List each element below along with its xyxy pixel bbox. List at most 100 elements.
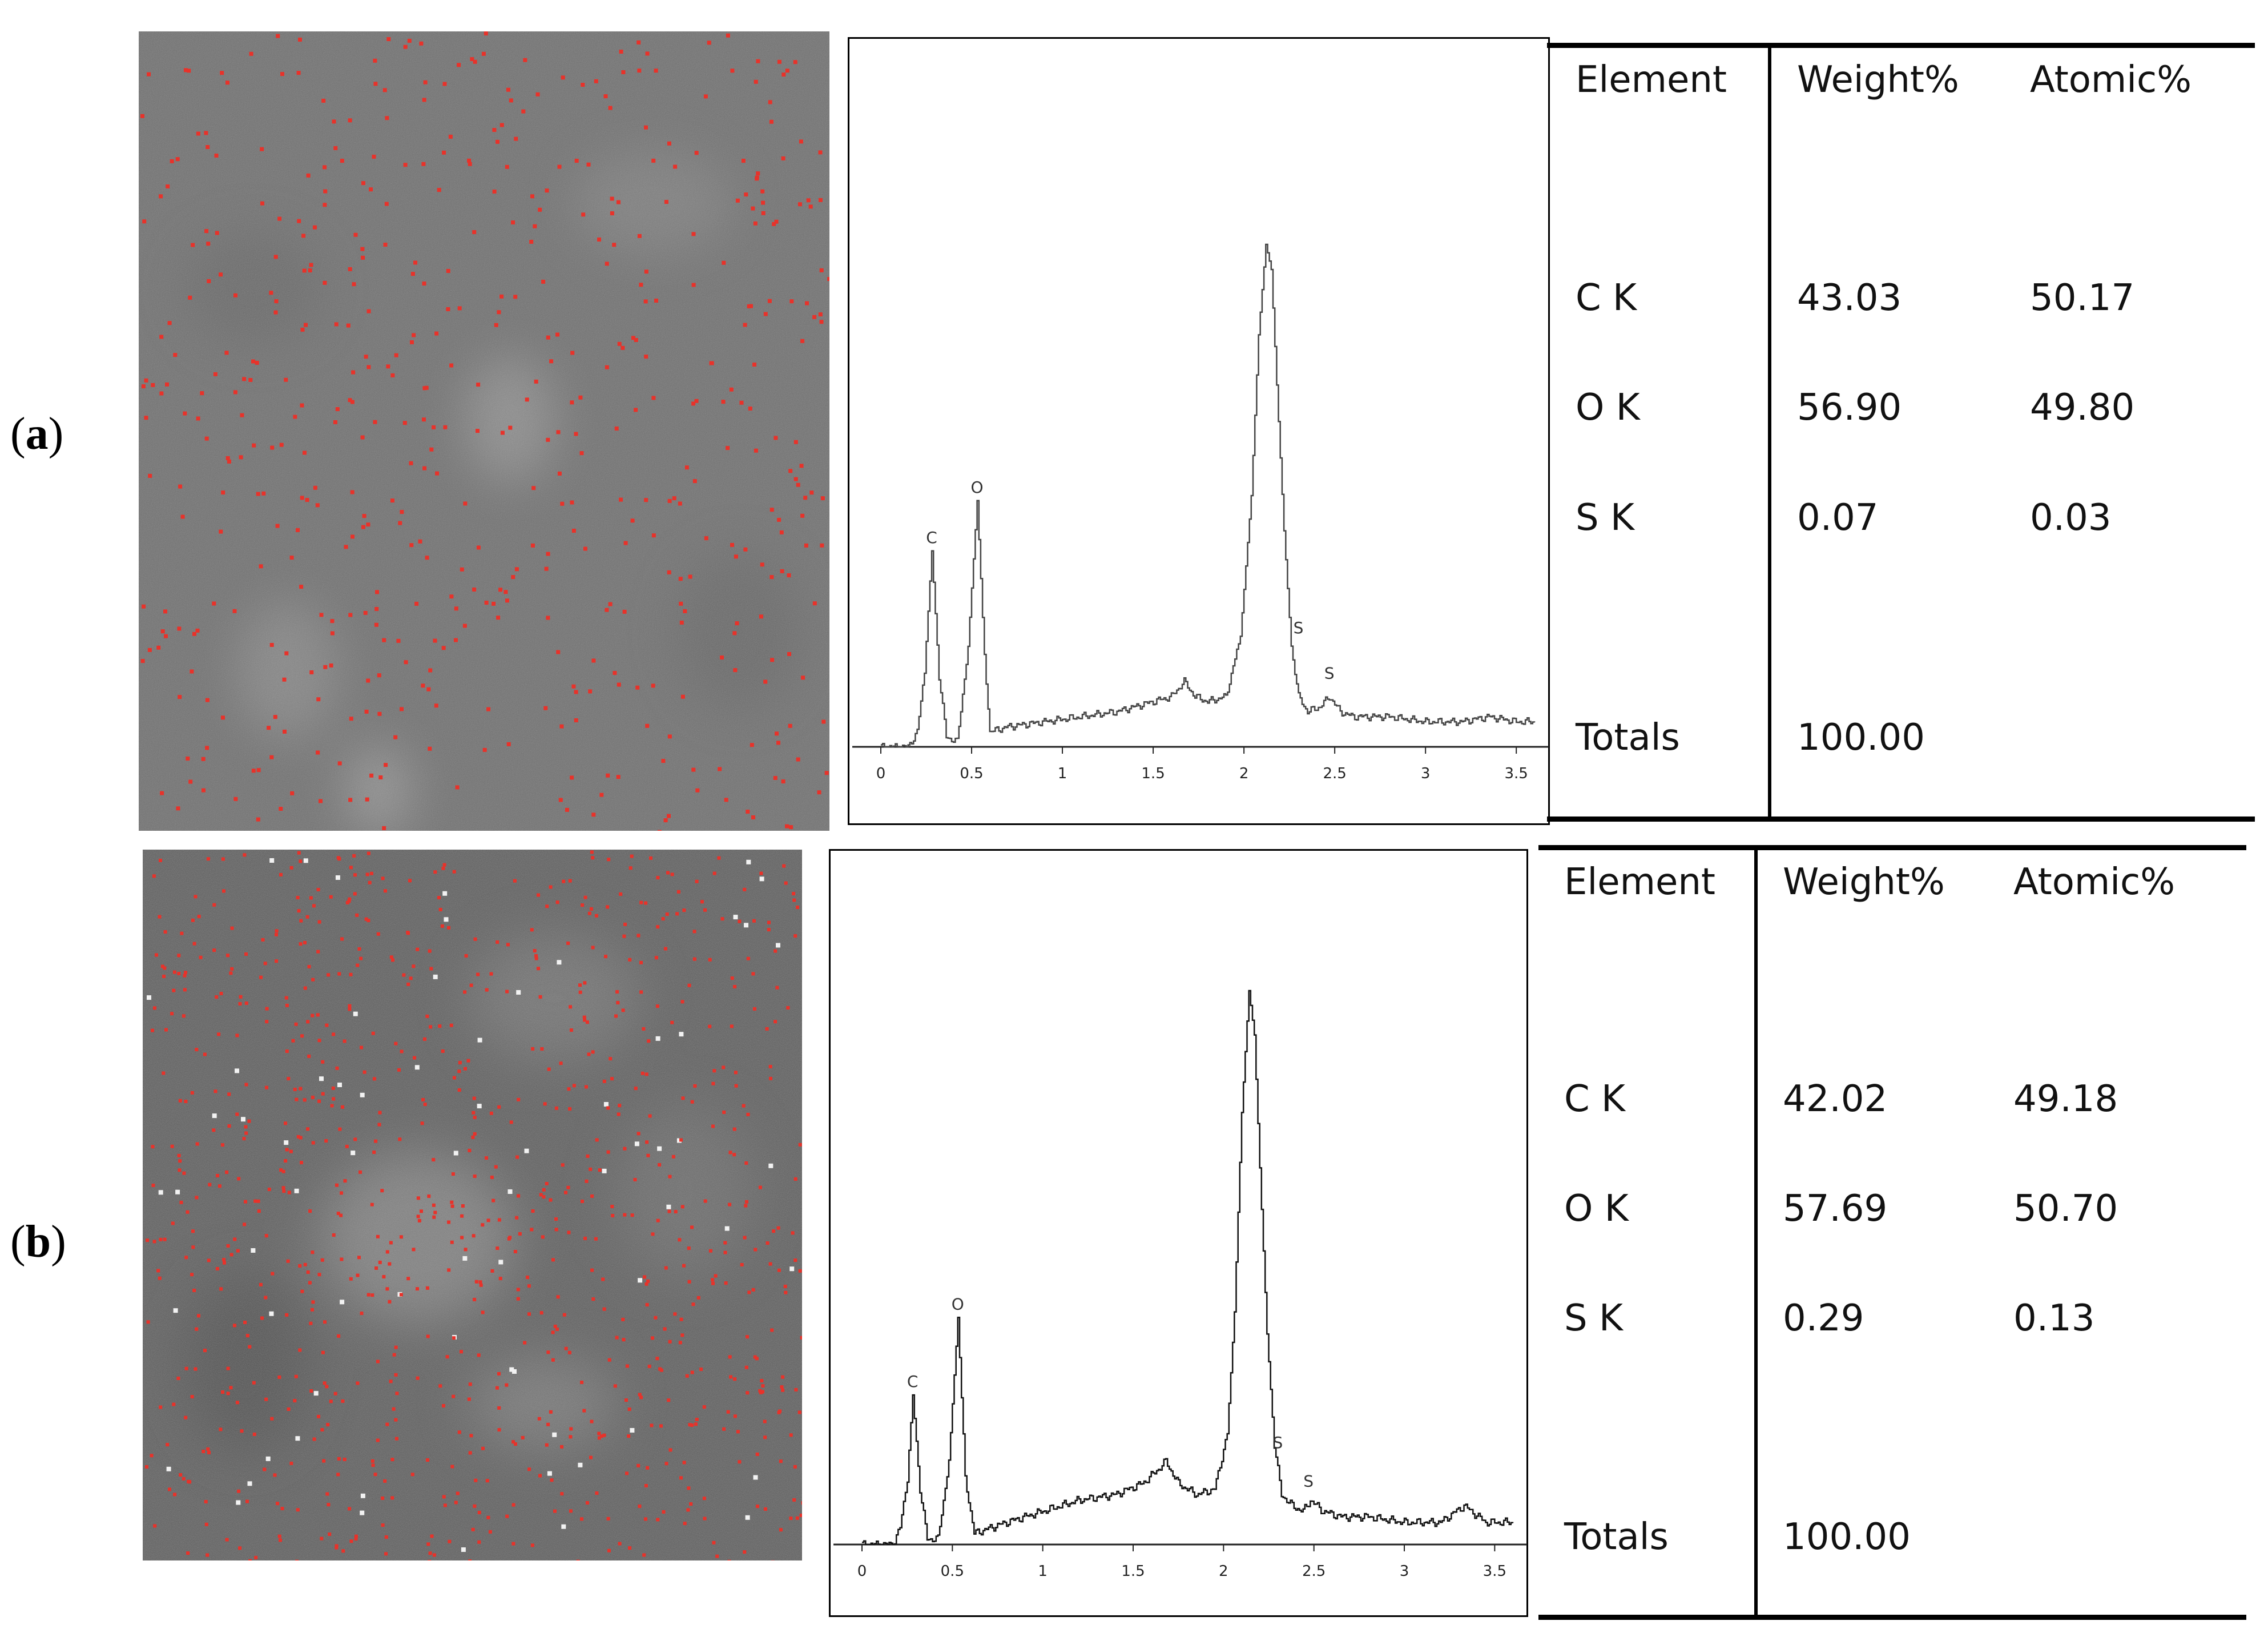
sulfur-dot [403,45,408,49]
sulfur-dot [571,529,576,533]
sulfur-dot [412,1248,416,1252]
sulfur-dot [426,1542,430,1546]
sulfur-dot [370,871,373,875]
sulfur-dot [191,243,195,247]
sulfur-dot [394,1418,398,1422]
sulfur-dot [452,870,456,874]
sulfur-dot [410,272,415,276]
sulfur-dot [740,1263,744,1266]
sulfur-dot [497,1105,501,1109]
sulfur-dot [595,1491,599,1495]
sulfur-dot [498,1277,502,1281]
sulfur-dot [597,238,601,242]
sulfur-dot [350,400,354,404]
sulfur-dot [712,1541,716,1545]
sulfur-dot [630,1213,634,1217]
sulfur-dot [299,942,303,946]
table-b-totals-value: 100.00 [1783,1516,1911,1558]
sulfur-dot [708,1249,712,1253]
sulfur-dot [221,490,225,495]
sulfur-dot [655,1357,659,1361]
bright-particle [241,1117,245,1122]
sulfur-dot [738,919,742,923]
sulfur-dot [486,1218,490,1222]
sulfur-dot [227,1124,231,1128]
sulfur-dot [213,1089,217,1093]
sulfur-dot [389,1241,393,1245]
sulfur-dot [341,1105,344,1109]
bright-particle [442,891,448,896]
sulfur-dot [484,601,489,605]
sulfur-dot [348,267,352,271]
sulfur-dot [409,543,414,548]
sulfur-dot [668,1175,672,1179]
sulfur-dot [511,575,515,580]
sulfur-dot [372,154,376,159]
sulfur-dot [200,391,204,396]
sulfur-dot [248,378,253,382]
sulfur-dot [160,629,165,634]
sulfur-dot [472,588,477,592]
sulfur-dot [534,954,538,958]
sulfur-dot [442,1404,445,1407]
sulfur-dot [300,496,304,500]
sulfur-dot [238,1546,242,1550]
sulfur-dot [293,415,297,419]
sulfur-dot [824,771,829,775]
sulfur-dot [273,1473,277,1477]
sulfur-dot [793,934,797,938]
sulfur-dot [751,972,755,976]
sulfur-dot [489,972,493,976]
sulfur-dot [530,1228,534,1232]
sulfur-dot [490,1269,494,1273]
sulfur-dot [467,1397,471,1401]
sulfur-dot [496,616,501,620]
sulfur-dot [485,1156,488,1160]
sulfur-dot [668,1448,672,1452]
sulfur-dot [742,1104,746,1108]
sulfur-dot [691,401,696,406]
sulfur-dot [454,1501,458,1505]
sulfur-dot [699,1368,703,1371]
sulfur-dot [798,1143,802,1147]
sulfur-dot [297,909,301,913]
sulfur-dot [376,1438,380,1442]
sulfur-dot [654,299,658,303]
sulfur-dot [569,1509,573,1513]
sulfur-dot [621,1317,625,1321]
sulfur-dot [598,1168,602,1172]
sulfur-dot [170,159,174,163]
sulfur-dot [306,173,311,178]
sulfur-dot [255,360,259,365]
sulfur-dot [215,995,219,999]
sulfur-dot [819,320,824,324]
sulfur-dot [637,69,642,73]
sulfur-dot [392,1407,396,1411]
sulfur-dot [177,972,181,975]
sulfur-dot [333,1391,337,1395]
sulfur-dot [176,1377,180,1380]
sulfur-dot [767,299,772,303]
spectrum-a-tick-label-2: 1 [1058,765,1067,782]
sulfur-dot [377,1123,381,1127]
sulfur-dot [566,942,570,945]
sulfur-dot [274,299,279,304]
sulfur-dot [332,1233,336,1237]
sulfur-dot [759,614,763,619]
sulfur-dot [394,1345,398,1349]
sulfur-dot [359,956,363,960]
sulfur-dot [551,1258,555,1262]
sulfur-dot [313,485,317,490]
bright-particle [360,1092,365,1097]
sulfur-dot [155,953,158,957]
sulfur-dot [497,1218,501,1222]
sulfur-dot [260,201,264,206]
spectrum-a-tick-label-7: 3.5 [1505,765,1528,782]
sulfur-dot [702,1497,706,1501]
sulfur-dot [323,203,327,207]
sulfur-dot [607,858,611,862]
sulfur-dot [643,299,648,304]
sulfur-dot [800,339,805,343]
sulfur-dot [800,513,805,518]
sulfur-dot [496,139,499,144]
